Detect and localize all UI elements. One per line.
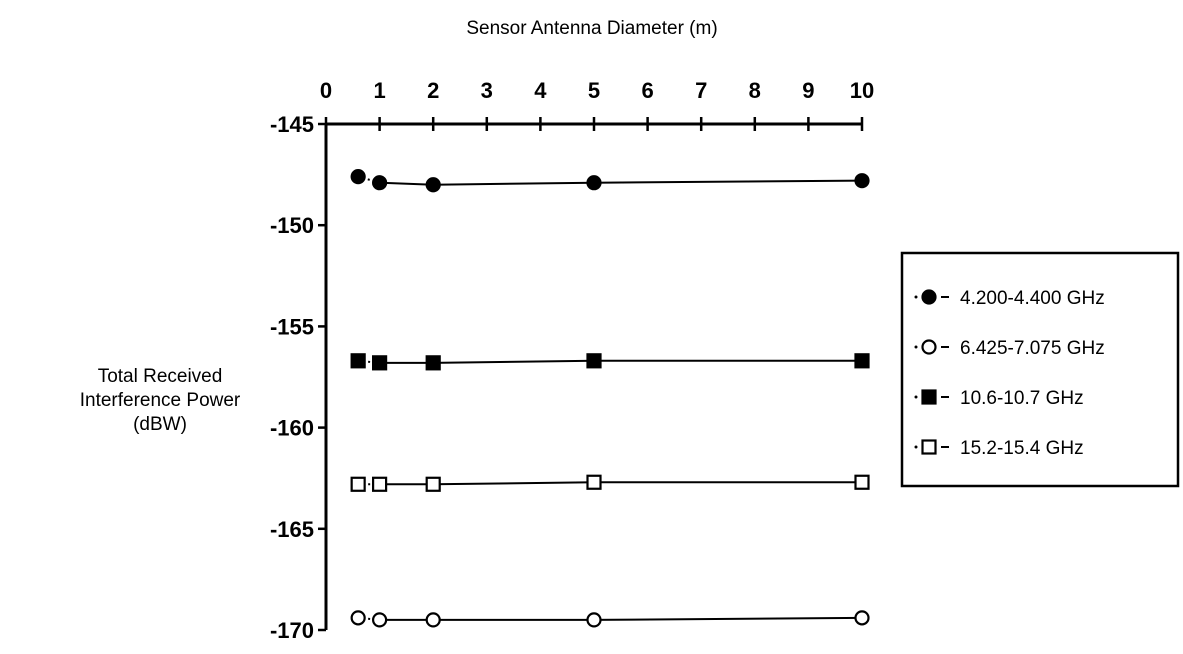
x-tick-label: 6 [641, 78, 653, 103]
series-3 [350, 353, 870, 371]
series-line-segment [433, 181, 595, 186]
data-point [854, 474, 870, 490]
series-line-segment [358, 616, 380, 621]
legend-label: 15.2-15.4 GHz [960, 438, 1084, 459]
series-1 [350, 169, 870, 193]
x-tick-label: 4 [534, 78, 547, 103]
legend-dot [914, 395, 918, 399]
y-tick-label: -165 [270, 517, 314, 542]
series-line-segment [358, 359, 380, 364]
x-tick-label: 9 [802, 78, 814, 103]
data-point [586, 474, 602, 490]
x-axis-title: Sensor Antenna Diameter (m) [466, 18, 717, 39]
data-point [854, 353, 870, 369]
data-point [350, 476, 366, 492]
legend: 4.200-4.400 GHz 6.425-7.075 GHz 10.6-10.7 … [900, 251, 1180, 488]
series-4 [350, 474, 870, 492]
legend-item: 6.425-7.075 GHz [914, 338, 1105, 359]
legend-dot [914, 445, 918, 449]
series-line-segment [433, 359, 595, 364]
x-tick-label: 1 [373, 78, 385, 103]
x-tick-label: 10 [850, 78, 874, 103]
data-point [586, 175, 602, 191]
series-line-segment [593, 179, 863, 184]
legend-marker [921, 339, 937, 355]
data-point [372, 612, 388, 628]
data-point [372, 355, 388, 371]
data-point [425, 612, 441, 628]
y-tick-label: -150 [270, 213, 314, 238]
legend-dot [914, 345, 918, 349]
data-point [372, 476, 388, 492]
legend-label: 10.6-10.7 GHz [960, 388, 1084, 409]
y-tick-label: -170 [270, 618, 314, 643]
series-layer [350, 169, 870, 628]
legend-item: 15.2-15.4 GHz [914, 438, 1084, 459]
data-point [350, 353, 366, 369]
data-point [854, 173, 870, 189]
data-point [425, 177, 441, 193]
y-tick-label: -155 [270, 314, 314, 339]
data-point [586, 353, 602, 369]
legend-label: 6.425-7.075 GHz [960, 338, 1105, 359]
data-point [425, 476, 441, 492]
data-point [350, 169, 366, 185]
data-point [586, 612, 602, 628]
axes: 0 1 2 3 4 5 6 7 8 9 10 -145 -150 -155 -160 -165 -170 [270, 78, 874, 643]
legend-marker [921, 389, 937, 405]
legend-item: 4.200-4.400 GHz [914, 288, 1105, 309]
x-tick-label: 7 [695, 78, 707, 103]
legend-label: 4.200-4.400 GHz [960, 288, 1105, 309]
series-line-segment [433, 481, 595, 486]
series-line-segment [593, 616, 863, 621]
series-2 [350, 610, 870, 628]
x-tick-label: 8 [749, 78, 761, 103]
series-line-segment [357, 175, 380, 184]
legend-marker [921, 439, 937, 455]
x-tick-label: 5 [588, 78, 600, 103]
y-axis-title-line-3: (dBW) [133, 414, 187, 435]
x-tick-label: 2 [427, 78, 439, 103]
series-line-segment [379, 181, 434, 186]
y-tick-label: -160 [270, 416, 314, 441]
y-axis-title-line-2: Interference Power [80, 390, 241, 411]
x-tick-label: 3 [481, 78, 493, 103]
data-point [854, 610, 870, 626]
legend-dot [914, 295, 918, 299]
y-axis-title-line-1: Total Received [98, 366, 223, 387]
data-point [425, 355, 441, 371]
data-point [350, 610, 366, 626]
data-point [372, 175, 388, 191]
legend-marker [921, 289, 937, 305]
x-tick-label: 0 [320, 78, 332, 103]
y-tick-label: -145 [270, 112, 314, 137]
legend-item: 10.6-10.7 GHz [914, 388, 1084, 409]
